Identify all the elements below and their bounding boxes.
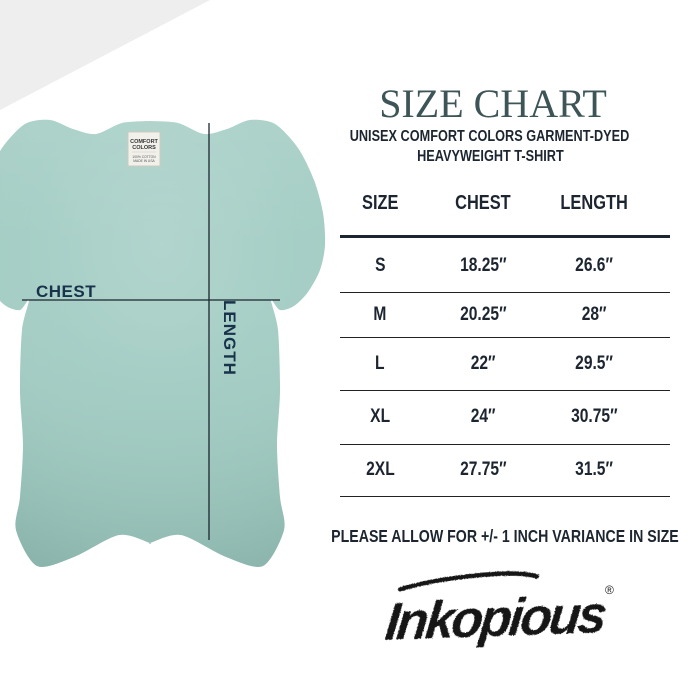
svg-text:®: ® [605, 583, 614, 597]
svg-text:Inkopious: Inkopious [383, 586, 609, 652]
